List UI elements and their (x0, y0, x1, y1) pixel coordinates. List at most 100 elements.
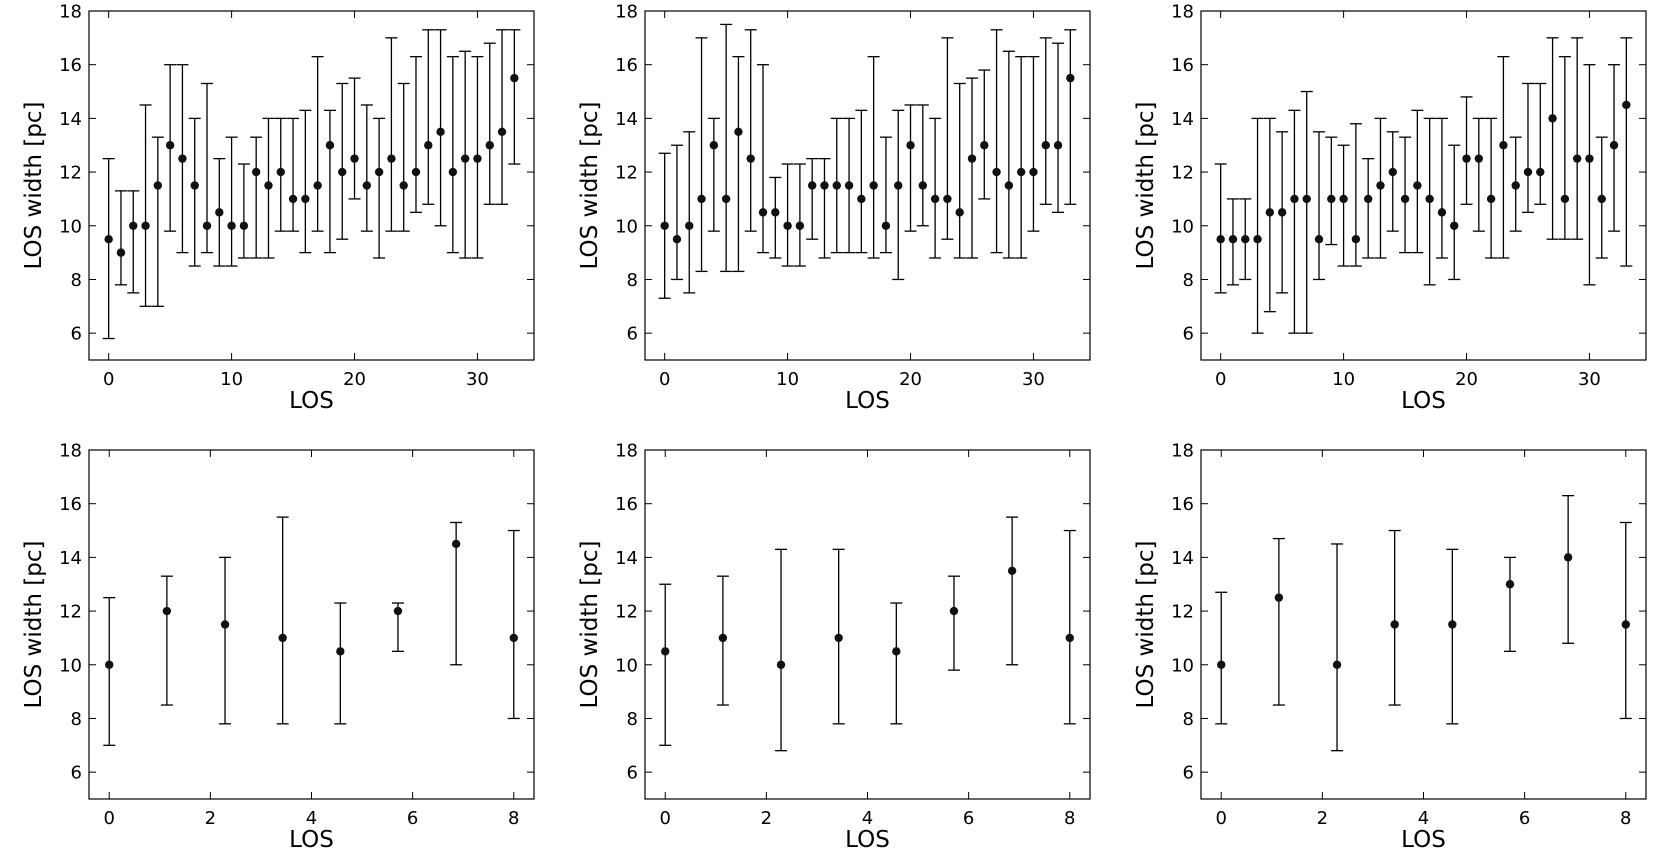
error-bar (1388, 529, 1401, 706)
y-tick-label: 10 (59, 655, 82, 676)
error-bar (1620, 37, 1633, 267)
y-tick-label: 18 (59, 2, 82, 23)
error-bar (1300, 90, 1313, 334)
data-point (709, 141, 719, 150)
x-tick-label: 10 (220, 369, 243, 390)
error-bar (659, 583, 672, 746)
error-bar (1272, 537, 1285, 706)
error-bar (929, 117, 942, 259)
data-point (1363, 194, 1373, 204)
error-bar (1027, 55, 1040, 232)
data-point (1563, 553, 1573, 562)
data-point (239, 221, 249, 230)
error-bar (670, 144, 683, 281)
y-tick-label: 12 (1171, 602, 1194, 623)
x-tick-label: 4 (1418, 808, 1429, 829)
x-axis-label: LOS (845, 388, 890, 414)
x-tick-label: 0 (104, 808, 115, 829)
error-bar (299, 109, 312, 254)
y-axis-label: LOS width [pc] (577, 541, 603, 709)
x-tick-label: 8 (1620, 808, 1631, 829)
data-point (1622, 100, 1631, 110)
error-bar (1052, 42, 1065, 213)
data-point (967, 154, 977, 163)
data-point (202, 221, 212, 230)
error-bar (1619, 521, 1632, 720)
x-tick-label: 6 (963, 808, 974, 829)
y-tick-label: 8 (71, 709, 82, 730)
error-bar (775, 548, 788, 752)
data-point (1437, 208, 1447, 217)
data-point (436, 127, 445, 137)
data-point (1400, 194, 1410, 204)
y-tick-label: 18 (615, 2, 638, 23)
data-point (190, 181, 199, 190)
y-tick-label: 16 (1171, 494, 1194, 515)
data-point (718, 633, 728, 643)
y-tick-label: 16 (59, 55, 82, 76)
error-bar (225, 136, 238, 267)
error-bar (879, 136, 892, 254)
y-tick-label: 8 (627, 270, 638, 291)
y-tick-label: 10 (1171, 216, 1194, 237)
error-bar (707, 117, 720, 232)
data-point (857, 194, 866, 204)
error-bar (990, 29, 1003, 254)
data-point (129, 221, 138, 230)
data-point (697, 194, 706, 204)
y-tick-label: 14 (1171, 548, 1194, 569)
data-point (844, 181, 854, 190)
y-tick-label: 14 (615, 548, 638, 569)
x-tick-label: 0 (659, 369, 670, 390)
y-tick-label: 18 (1171, 2, 1194, 23)
y-tick-label: 6 (627, 763, 638, 784)
error-bar (1215, 591, 1228, 725)
data-point (1217, 660, 1226, 669)
error-bar (855, 109, 868, 254)
x-tick-label: 20 (899, 369, 922, 390)
x-tick-label: 30 (1022, 369, 1045, 390)
data-point (1505, 580, 1515, 589)
plot-frame (644, 449, 1091, 800)
error-bar (127, 190, 140, 294)
data-point (1216, 234, 1225, 244)
y-tick-label: 10 (615, 655, 638, 676)
y-tick-label: 12 (615, 602, 638, 623)
data-point (301, 194, 310, 204)
data-point (734, 127, 743, 137)
error-bar (916, 104, 929, 227)
error-bar (1546, 37, 1559, 240)
data-point (746, 154, 755, 163)
x-axis-label: LOS (289, 827, 334, 850)
plot-frame (1200, 449, 1647, 800)
error-bar (769, 176, 782, 259)
error-bar (1472, 117, 1485, 232)
data-point (1277, 208, 1287, 217)
data-point (783, 221, 792, 230)
error-bar (1435, 117, 1448, 259)
data-point (264, 181, 273, 190)
y-tick-label: 18 (615, 441, 638, 462)
x-tick-label: 8 (1064, 808, 1075, 829)
data-point (834, 633, 843, 643)
y-axis-label: LOS width [pc] (577, 102, 603, 270)
data-point (1327, 194, 1336, 204)
error-bar (695, 37, 708, 273)
error-bar (334, 602, 347, 725)
data-point (510, 73, 519, 83)
error-bar (1571, 37, 1584, 240)
data-point (141, 221, 150, 230)
data-point (1253, 234, 1262, 244)
data-point (116, 248, 126, 257)
data-point (105, 660, 114, 669)
error-bar (1276, 131, 1289, 294)
y-tick-label: 12 (1171, 163, 1194, 184)
data-point (1065, 633, 1074, 643)
data-point (795, 221, 805, 230)
data-point (1314, 234, 1324, 244)
x-tick-label: 4 (306, 808, 317, 829)
y-tick-label: 14 (59, 548, 82, 569)
error-bar (434, 29, 447, 227)
data-point (1290, 194, 1299, 204)
data-point (1425, 194, 1434, 204)
